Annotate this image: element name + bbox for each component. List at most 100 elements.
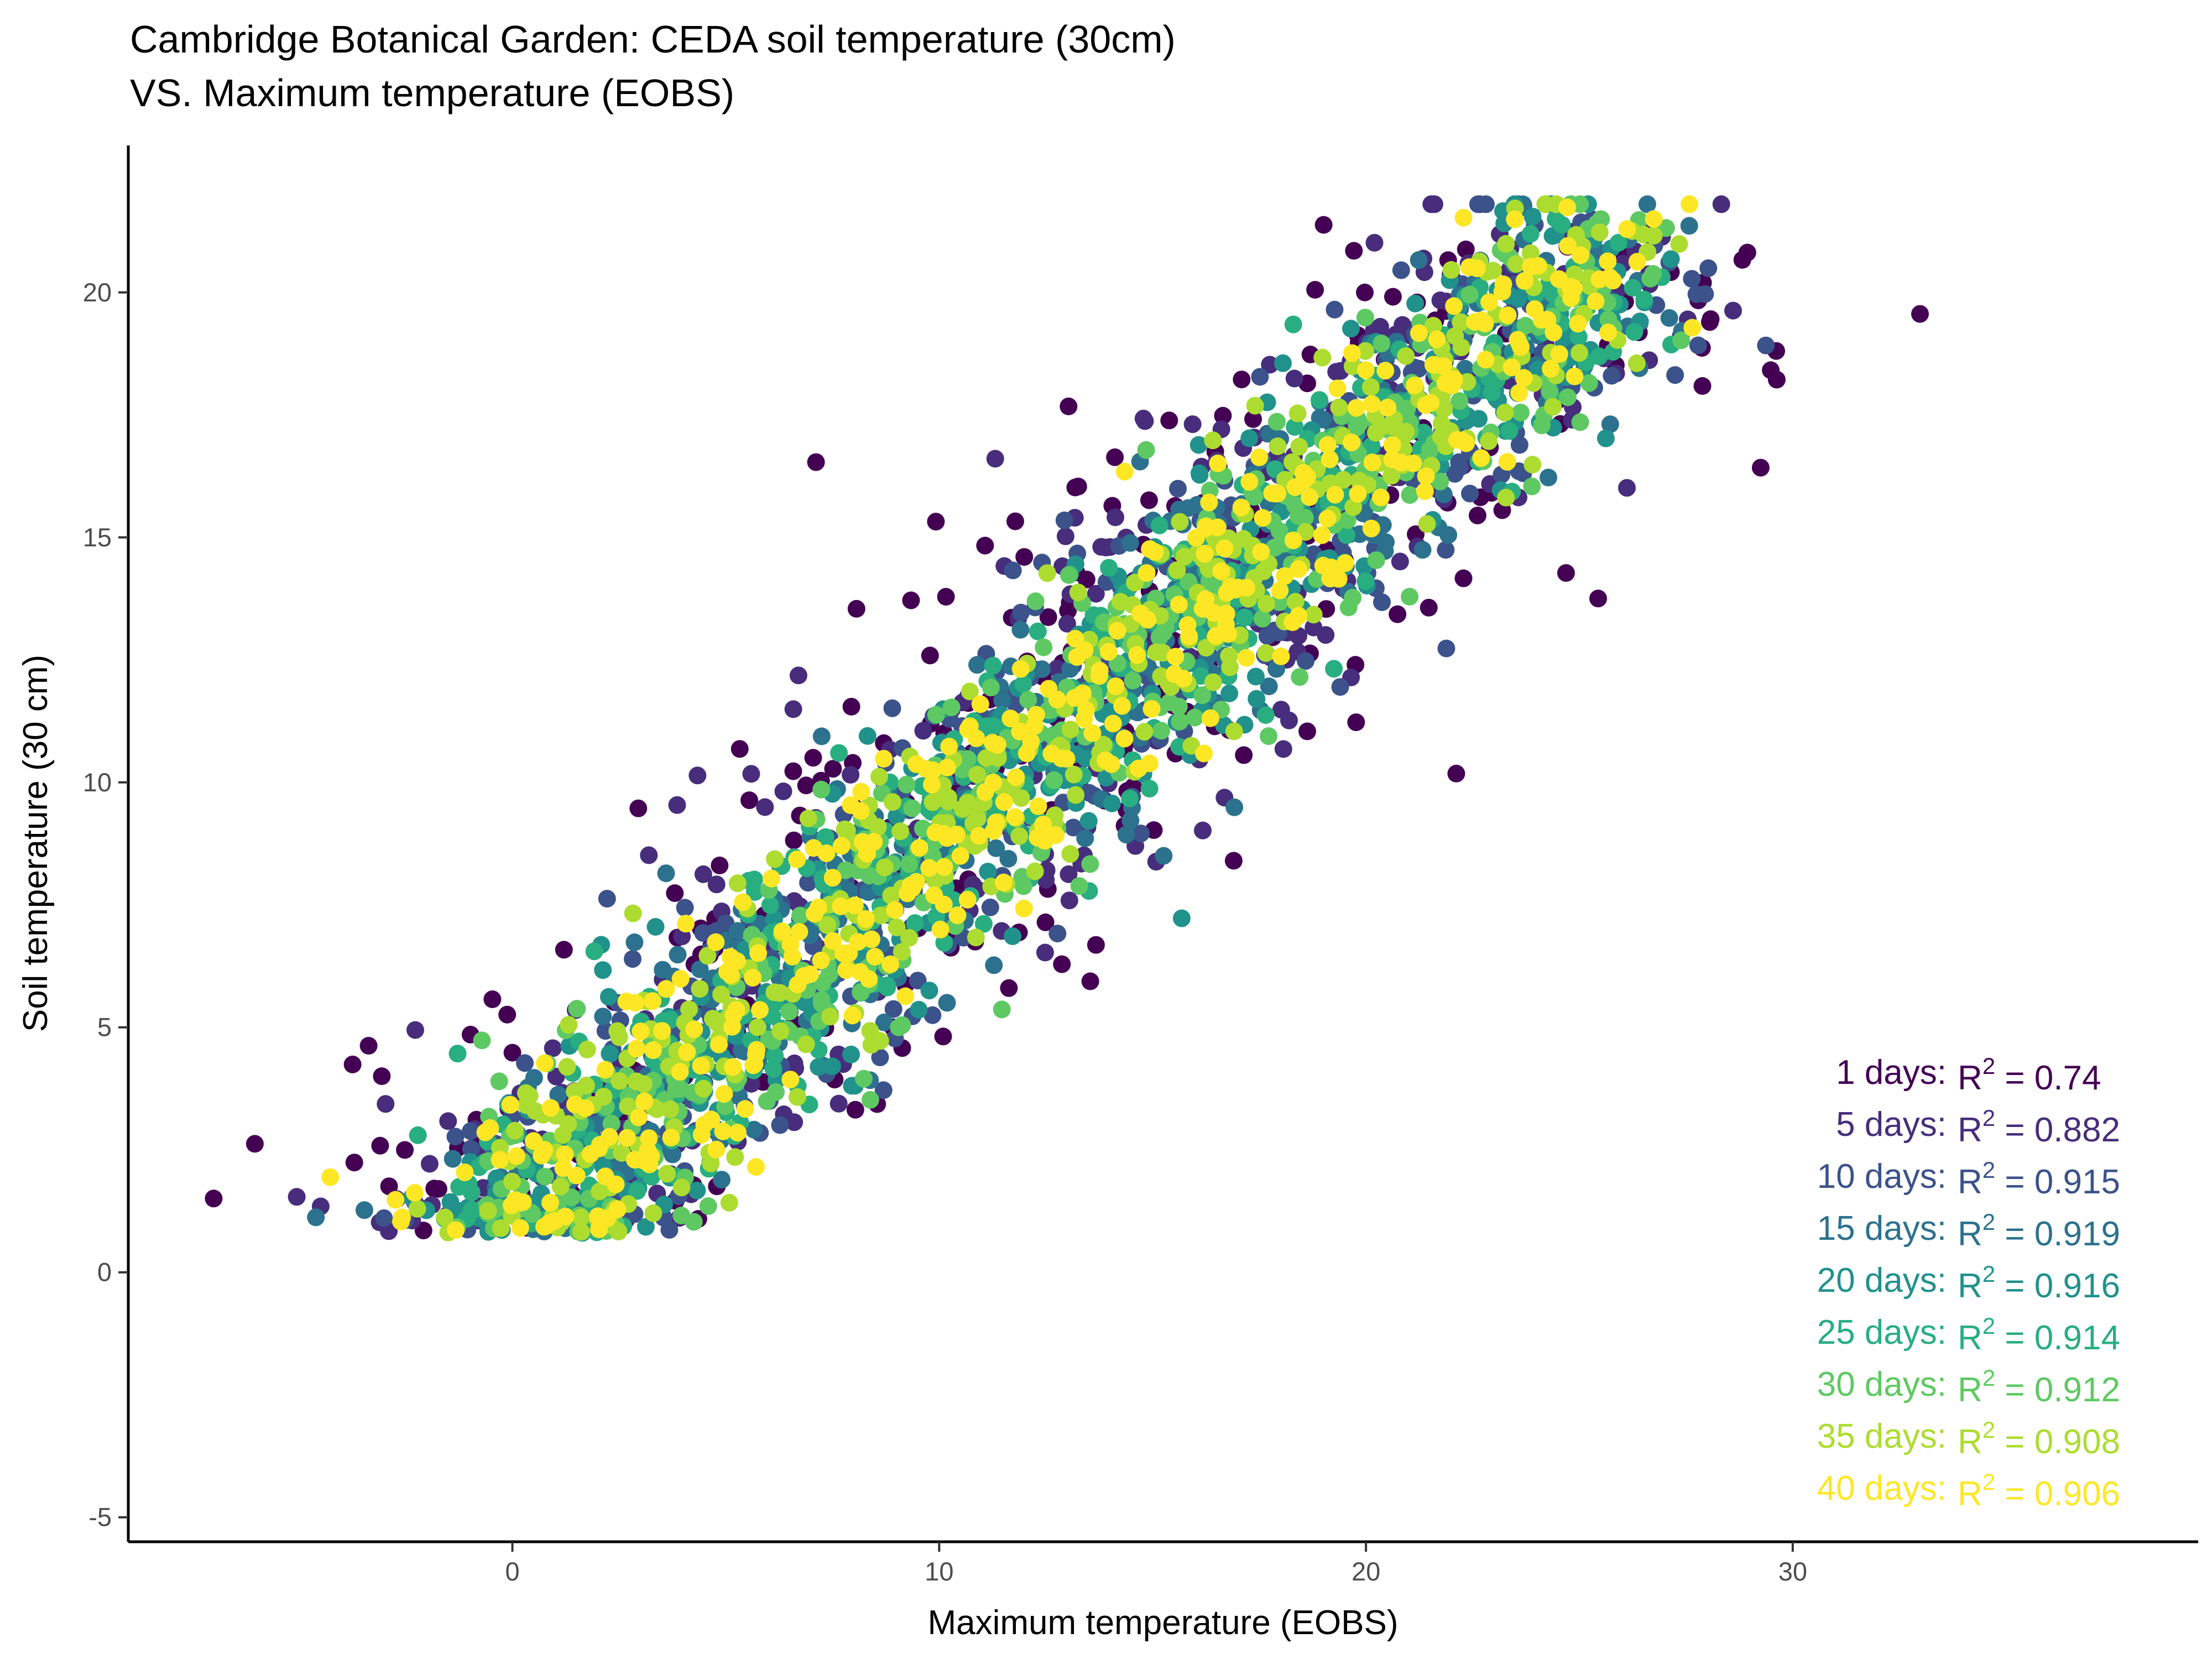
data-point — [425, 1180, 444, 1198]
data-point — [938, 759, 956, 776]
data-point — [694, 865, 712, 883]
data-point — [981, 898, 999, 916]
data-point — [1252, 543, 1270, 561]
data-point — [1240, 429, 1259, 447]
data-point — [780, 1003, 799, 1021]
data-point — [1108, 622, 1126, 640]
data-point — [1911, 305, 1929, 323]
r2-value: R2 = 0.916 — [1958, 1261, 2120, 1305]
data-point — [1197, 590, 1214, 608]
data-point — [830, 744, 848, 762]
data-point — [1428, 330, 1446, 348]
data-point — [724, 1058, 742, 1076]
data-point — [613, 1144, 631, 1162]
data-point — [1363, 395, 1381, 413]
data-point — [462, 1122, 480, 1140]
data-point — [1712, 195, 1730, 213]
data-point — [1069, 477, 1087, 495]
data-point — [672, 1207, 691, 1224]
data-point — [1225, 722, 1243, 740]
data-point — [771, 1116, 789, 1134]
data-point — [979, 863, 997, 881]
data-point — [1187, 529, 1205, 547]
data-point — [799, 874, 817, 892]
data-point — [1524, 207, 1542, 226]
data-point — [1516, 317, 1535, 335]
data-point — [589, 1207, 607, 1225]
data-point — [608, 1022, 627, 1040]
data-point — [1373, 593, 1391, 611]
data-point — [1212, 562, 1230, 580]
data-point — [1115, 462, 1134, 481]
data-point — [900, 928, 918, 947]
data-point — [958, 890, 977, 909]
data-point — [961, 682, 979, 701]
data-point — [812, 780, 831, 799]
data-point — [1331, 678, 1349, 696]
data-point — [677, 915, 695, 933]
data-point — [821, 1008, 839, 1026]
data-point — [1178, 616, 1197, 634]
data-point — [668, 796, 686, 814]
data-point — [406, 1184, 424, 1202]
data-point — [599, 988, 618, 1006]
data-point — [1165, 665, 1183, 683]
data-point — [1662, 250, 1680, 268]
data-point — [503, 1172, 521, 1191]
data-point — [784, 762, 802, 780]
data-point — [709, 1035, 728, 1053]
data-point — [1417, 467, 1435, 485]
data-point — [1483, 383, 1501, 401]
data-point — [1061, 845, 1079, 863]
data-point — [804, 749, 822, 767]
data-point — [1254, 509, 1272, 527]
data-point — [898, 775, 916, 794]
data-point — [785, 1113, 804, 1131]
data-point — [1437, 541, 1455, 559]
data-point — [707, 875, 726, 894]
data-point — [1077, 570, 1095, 588]
data-point — [995, 793, 1013, 811]
data-point — [692, 1057, 710, 1075]
data-point — [702, 1154, 720, 1172]
data-point — [807, 453, 825, 471]
data-point — [1045, 771, 1063, 789]
data-point — [1068, 648, 1086, 666]
data-point — [871, 1048, 889, 1067]
data-point — [1286, 593, 1305, 611]
data-point — [1033, 660, 1051, 679]
data-point — [625, 1151, 644, 1169]
data-point — [1128, 646, 1146, 664]
data-point — [1702, 310, 1720, 328]
data-point — [866, 948, 884, 966]
data-point — [1510, 384, 1528, 402]
data-point — [406, 1021, 424, 1039]
data-point — [1406, 376, 1424, 394]
data-point — [986, 450, 1004, 468]
data-point — [1004, 561, 1022, 580]
data-point — [805, 839, 823, 857]
data-point — [722, 966, 740, 984]
data-point — [858, 727, 877, 745]
data-point — [1200, 493, 1218, 512]
data-point — [1356, 342, 1374, 360]
x-tick-label: 10 — [925, 1557, 953, 1586]
data-point — [1018, 744, 1036, 763]
data-point — [1445, 297, 1463, 315]
data-point — [1191, 466, 1209, 484]
data-point — [1066, 689, 1084, 707]
data-point — [921, 646, 939, 665]
data-point — [1443, 377, 1461, 395]
data-point — [886, 901, 904, 919]
data-point — [1172, 909, 1191, 927]
data-point — [1469, 195, 1487, 213]
data-point — [554, 1159, 572, 1177]
data-point — [640, 846, 658, 864]
data-point — [1325, 660, 1343, 678]
data-point — [1140, 780, 1159, 798]
r2-value: R2 = 0.906 — [1958, 1469, 2120, 1513]
data-point — [1357, 361, 1375, 379]
data-point — [594, 1008, 612, 1026]
data-point — [1269, 437, 1287, 455]
data-point — [974, 915, 993, 933]
